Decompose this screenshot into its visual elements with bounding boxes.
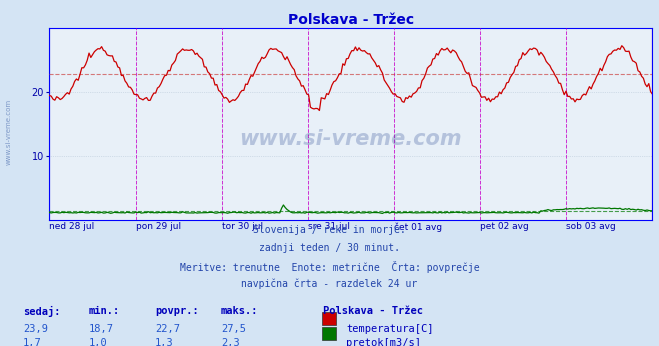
Text: Polskava - Tržec: Polskava - Tržec [323,306,423,316]
Text: sedaj:: sedaj: [23,306,61,317]
Text: 23,9: 23,9 [23,324,48,334]
Text: zadnji teden / 30 minut.: zadnji teden / 30 minut. [259,243,400,253]
Text: 2,3: 2,3 [221,338,239,346]
Text: 18,7: 18,7 [89,324,114,334]
Text: navpična črta - razdelek 24 ur: navpična črta - razdelek 24 ur [241,279,418,289]
Text: 1,0: 1,0 [89,338,107,346]
Text: 22,7: 22,7 [155,324,180,334]
Text: 1,3: 1,3 [155,338,173,346]
Text: www.si-vreme.com: www.si-vreme.com [5,98,11,165]
Text: 27,5: 27,5 [221,324,246,334]
Text: maks.:: maks.: [221,306,258,316]
Text: pretok[m3/s]: pretok[m3/s] [346,338,421,346]
Text: povpr.:: povpr.: [155,306,198,316]
Text: 1,7: 1,7 [23,338,42,346]
Text: min.:: min.: [89,306,120,316]
Text: temperatura[C]: temperatura[C] [346,324,434,334]
Text: www.si-vreme.com: www.si-vreme.com [240,129,462,149]
Title: Polskava - Tržec: Polskava - Tržec [288,12,414,27]
Text: Meritve: trenutne  Enote: metrične  Črta: povprečje: Meritve: trenutne Enote: metrične Črta: … [180,261,479,273]
Text: Slovenija / reke in morje.: Slovenija / reke in morje. [253,225,406,235]
